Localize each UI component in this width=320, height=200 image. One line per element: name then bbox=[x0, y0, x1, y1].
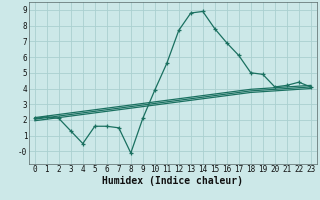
X-axis label: Humidex (Indice chaleur): Humidex (Indice chaleur) bbox=[102, 176, 243, 186]
